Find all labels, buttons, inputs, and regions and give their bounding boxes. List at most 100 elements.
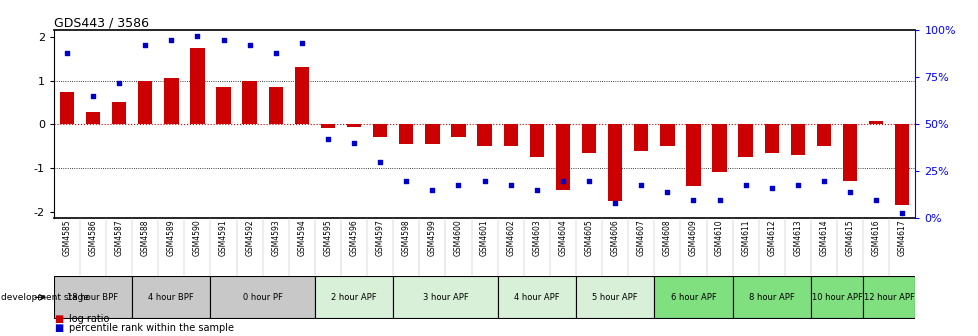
Point: [894, 210, 910, 215]
Point: [320, 137, 335, 142]
Point: [737, 182, 753, 187]
Bar: [732, 277, 810, 318]
Bar: [790, 124, 804, 155]
Text: GSM4599: GSM4599: [427, 219, 436, 256]
Text: GDS443 / 3586: GDS443 / 3586: [54, 16, 149, 29]
Text: log ratio: log ratio: [68, 314, 109, 324]
Text: GSM4614: GSM4614: [819, 219, 827, 256]
Text: GSM4610: GSM4610: [714, 219, 724, 256]
Text: GSM4611: GSM4611: [740, 219, 749, 256]
Point: [685, 197, 700, 202]
Text: GSM4589: GSM4589: [166, 219, 176, 256]
Text: GSM4602: GSM4602: [506, 219, 514, 256]
Point: [242, 43, 257, 48]
Text: development stage: development stage: [1, 293, 89, 302]
Point: [581, 178, 597, 183]
Bar: [451, 124, 466, 137]
Text: GSM4608: GSM4608: [662, 219, 671, 256]
Point: [372, 159, 387, 165]
Bar: [424, 124, 439, 144]
Text: percentile rank within the sample: percentile rank within the sample: [68, 323, 234, 333]
Bar: [607, 124, 622, 201]
Text: GSM4596: GSM4596: [349, 219, 358, 256]
Point: [346, 140, 362, 146]
Point: [111, 80, 127, 86]
Bar: [712, 124, 726, 172]
Bar: [294, 68, 309, 124]
Bar: [346, 124, 361, 127]
Text: ■: ■: [54, 323, 63, 333]
Bar: [842, 124, 857, 181]
Bar: [503, 124, 517, 146]
Text: GSM4601: GSM4601: [479, 219, 489, 256]
Point: [424, 187, 440, 193]
Text: GSM4593: GSM4593: [271, 219, 280, 256]
Bar: [575, 277, 653, 318]
Bar: [868, 121, 882, 124]
Text: GSM4592: GSM4592: [244, 219, 254, 256]
Text: GSM4600: GSM4600: [454, 219, 463, 256]
Text: 0 hour PF: 0 hour PF: [243, 293, 283, 302]
Text: GSM4590: GSM4590: [193, 219, 201, 256]
Bar: [894, 124, 909, 205]
Bar: [138, 81, 153, 124]
Point: [711, 197, 727, 202]
Bar: [581, 124, 596, 153]
Point: [190, 33, 205, 39]
Point: [398, 178, 414, 183]
Point: [450, 182, 466, 187]
Point: [555, 178, 570, 183]
Bar: [653, 277, 732, 318]
Text: 4 hour BPF: 4 hour BPF: [149, 293, 194, 302]
Text: GSM4612: GSM4612: [767, 219, 776, 256]
Text: GSM4607: GSM4607: [636, 219, 645, 256]
Text: GSM4585: GSM4585: [63, 219, 71, 256]
Text: GSM4598: GSM4598: [401, 219, 411, 256]
Point: [163, 37, 179, 42]
Bar: [529, 124, 544, 157]
Bar: [132, 277, 210, 318]
Text: GSM4609: GSM4609: [689, 219, 697, 256]
Text: GSM4588: GSM4588: [141, 219, 150, 256]
Text: 2 hour APF: 2 hour APF: [331, 293, 377, 302]
Bar: [321, 124, 334, 128]
Bar: [373, 124, 387, 137]
Point: [59, 50, 74, 55]
Point: [633, 182, 648, 187]
Text: GSM4615: GSM4615: [845, 219, 854, 256]
Bar: [764, 124, 778, 153]
Point: [503, 182, 518, 187]
Bar: [659, 124, 674, 146]
Bar: [497, 277, 575, 318]
Point: [816, 178, 831, 183]
Text: GSM4597: GSM4597: [376, 219, 384, 256]
Point: [268, 50, 284, 55]
Text: 8 hour APF: 8 hour APF: [748, 293, 794, 302]
Text: GSM4587: GSM4587: [114, 219, 123, 256]
Bar: [477, 124, 491, 146]
Text: ■: ■: [54, 314, 63, 324]
Bar: [111, 102, 126, 124]
Bar: [164, 78, 178, 124]
Point: [606, 201, 622, 206]
Text: 4 hour APF: 4 hour APF: [513, 293, 559, 302]
Point: [528, 187, 544, 193]
Bar: [399, 124, 413, 144]
Bar: [60, 91, 74, 124]
Point: [85, 93, 101, 99]
Point: [841, 190, 857, 195]
Point: [763, 185, 778, 191]
Text: GSM4586: GSM4586: [88, 219, 98, 256]
Point: [867, 197, 883, 202]
Text: GSM4591: GSM4591: [219, 219, 228, 256]
Bar: [686, 124, 700, 185]
Text: 18 hour BPF: 18 hour BPF: [67, 293, 118, 302]
Bar: [86, 112, 100, 124]
Bar: [315, 277, 393, 318]
Point: [659, 190, 675, 195]
Bar: [737, 124, 752, 157]
Text: GSM4613: GSM4613: [792, 219, 802, 256]
Text: 12 hour APF: 12 hour APF: [863, 293, 913, 302]
Bar: [816, 124, 830, 146]
Text: GSM4604: GSM4604: [557, 219, 567, 256]
